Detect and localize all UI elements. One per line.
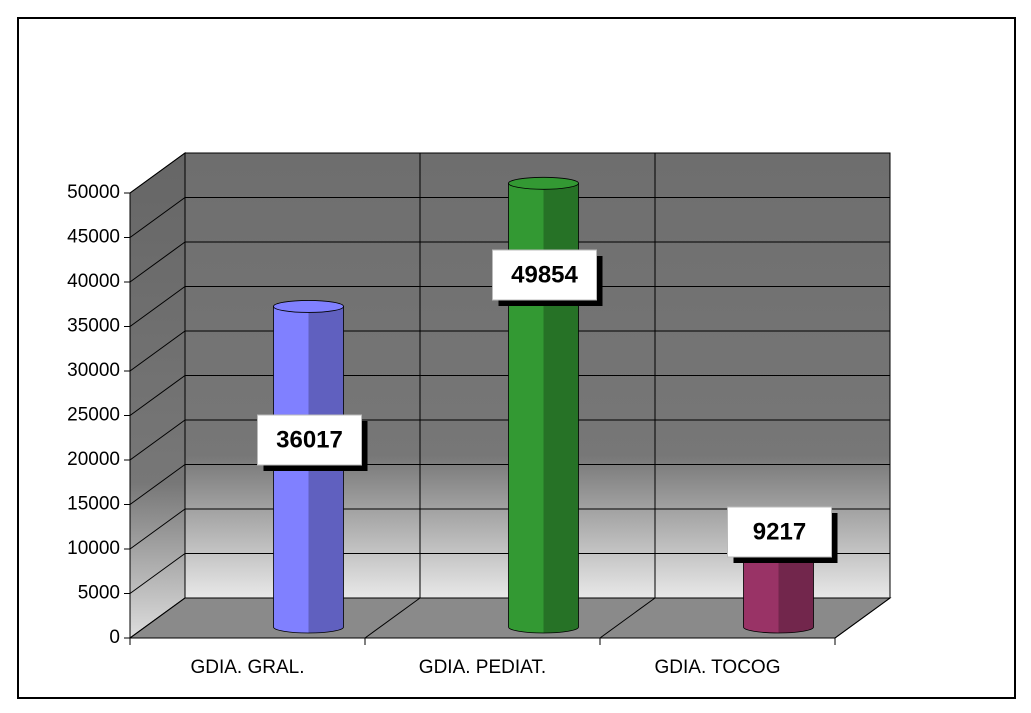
y-tick-label: 40000 [67, 271, 120, 292]
bar-shade [778, 544, 814, 633]
y-tick-label: 45000 [67, 227, 120, 248]
y-tick-label: 15000 [67, 494, 120, 515]
bar-top [273, 300, 344, 313]
value-label: 9217 [753, 518, 806, 545]
value-label: 49854 [511, 261, 578, 288]
grid-line [129, 286, 186, 327]
grid-line [129, 464, 186, 505]
bar-top [508, 176, 579, 190]
x-tick-label: GDIA. TOCOG [655, 657, 781, 678]
divider [599, 597, 656, 639]
label-box [492, 249, 597, 301]
bar [743, 544, 814, 634]
floor-edge [834, 597, 891, 639]
grid-line [129, 597, 186, 639]
y-tick-label: 25000 [67, 405, 120, 426]
y-tick-label: 30000 [67, 360, 120, 381]
grid-line [129, 197, 186, 238]
grid-line [129, 553, 186, 594]
y-tick-label: 0 [109, 627, 120, 648]
label-box [257, 414, 362, 466]
x-tick-label: GDIA. PEDIAT. [419, 657, 546, 678]
grid-line [129, 508, 186, 550]
label-box [727, 506, 832, 558]
grid-line [129, 241, 186, 283]
x-tick-label: GDIA. GRAL. [190, 657, 304, 678]
y-tick-label: 10000 [67, 538, 120, 559]
y-tick-label: 20000 [67, 449, 120, 470]
grid-line [129, 375, 186, 416]
value-label: 36017 [276, 426, 343, 453]
y-tick-label: 50000 [67, 182, 120, 203]
divider [364, 597, 421, 639]
grid-line [129, 330, 186, 372]
y-tick-label: 35000 [67, 316, 120, 337]
grid-line [129, 152, 186, 194]
y-tick-label: 5000 [78, 583, 120, 604]
grid-line [129, 419, 186, 461]
